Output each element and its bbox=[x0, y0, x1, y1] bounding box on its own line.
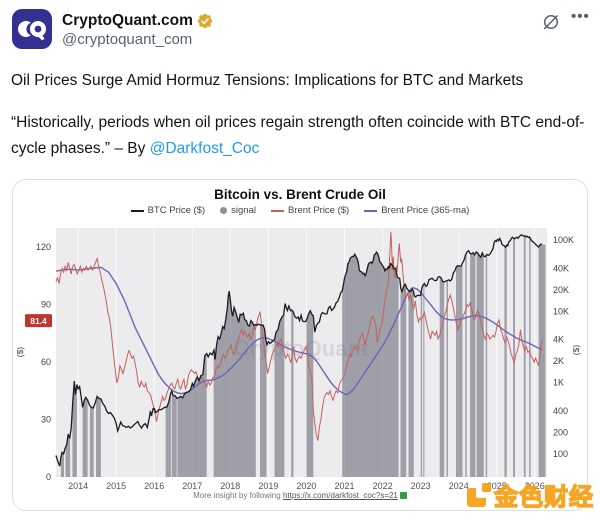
brent-ma-line bbox=[55, 266, 543, 396]
legend-label: signal bbox=[231, 205, 256, 216]
left-axis-label: ($) bbox=[15, 347, 25, 358]
grok-button[interactable] bbox=[541, 13, 561, 33]
svg-text:40K: 40K bbox=[553, 263, 569, 273]
svg-text:90: 90 bbox=[41, 300, 51, 310]
chart-legend: BTC Price ($) signal Brent Price ($) Brent … bbox=[13, 205, 587, 216]
svg-text:2021: 2021 bbox=[334, 481, 354, 491]
cryptoquant-logo-icon bbox=[18, 21, 46, 41]
right-axis-ticks: 100 200 400 1K 2K 4K 10K 20K 40K 100K bbox=[553, 235, 574, 459]
svg-text:2026: 2026 bbox=[525, 481, 545, 491]
svg-text:400: 400 bbox=[553, 406, 568, 416]
chart-attachment-card[interactable]: CryptoQuant 0 30 60 90 120 81.4 100 200 400 1K 2K 4K… bbox=[12, 179, 588, 511]
svg-text:2018: 2018 bbox=[220, 481, 240, 491]
svg-text:2019: 2019 bbox=[258, 481, 278, 491]
brent-current-value-badge: 81.4 bbox=[25, 314, 52, 328]
svg-text:0: 0 bbox=[46, 472, 51, 482]
svg-text:1K: 1K bbox=[553, 378, 564, 388]
svg-text:2017: 2017 bbox=[182, 481, 202, 491]
svg-text:60: 60 bbox=[41, 357, 51, 367]
avatar[interactable] bbox=[12, 9, 52, 49]
svg-text:2023: 2023 bbox=[411, 481, 431, 491]
left-axis-ticks: 0 30 60 90 120 bbox=[36, 242, 51, 482]
svg-text:2014: 2014 bbox=[68, 481, 88, 491]
legend-item: BTC Price ($) bbox=[130, 205, 206, 216]
more-menu-button[interactable]: ••• bbox=[571, 8, 590, 25]
btc-price-line bbox=[55, 234, 543, 467]
chart-title: Bitcoin vs. Brent Crude Oil bbox=[214, 187, 386, 202]
svg-text:120: 120 bbox=[36, 242, 51, 252]
legend-label: Brent Price ($) bbox=[287, 205, 350, 216]
svg-text:10K: 10K bbox=[553, 306, 569, 316]
svg-text:4K: 4K bbox=[553, 335, 564, 345]
svg-text:2020: 2020 bbox=[296, 481, 316, 491]
legend-marker-line bbox=[270, 209, 284, 212]
footer-text: More insight by following bbox=[193, 491, 283, 500]
legend-item: Brent Price ($) bbox=[270, 205, 350, 216]
svg-text:2015: 2015 bbox=[106, 481, 126, 491]
svg-text:200: 200 bbox=[553, 428, 568, 438]
svg-text:100: 100 bbox=[553, 449, 568, 459]
legend-item: signal bbox=[220, 205, 256, 216]
svg-text:20K: 20K bbox=[553, 285, 569, 295]
gold-verified-badge-icon bbox=[197, 13, 213, 29]
svg-text:2025: 2025 bbox=[487, 481, 507, 491]
svg-text:100K: 100K bbox=[553, 235, 574, 245]
right-axis-label: ($) bbox=[571, 345, 581, 356]
jinse-logo-icon bbox=[467, 482, 491, 507]
svg-text:81.4: 81.4 bbox=[30, 316, 47, 326]
mention-link[interactable]: @Darkfost_Coc bbox=[149, 140, 260, 157]
jinse-watermark-text: 金色财经 bbox=[493, 483, 594, 511]
svg-text:2016: 2016 bbox=[144, 481, 164, 491]
legend-label: Brent Price (365-ma) bbox=[381, 205, 470, 216]
legend-marker-circle bbox=[220, 207, 228, 214]
jinse-watermark: 金色财经 bbox=[467, 477, 594, 512]
legend-label: BTC Price ($) bbox=[147, 205, 206, 216]
svg-text:2022: 2022 bbox=[373, 481, 393, 491]
tweet-headline: Oil Prices Surge Amid Hormuz Tensions: I… bbox=[11, 72, 524, 89]
svg-text:2024: 2024 bbox=[449, 481, 469, 491]
svg-text:2K: 2K bbox=[553, 356, 564, 366]
footer-link[interactable]: https://x.com/darkfost_coc?s=21 bbox=[282, 491, 398, 500]
quote-text: “Historically, periods when oil prices r… bbox=[11, 114, 585, 157]
chart-footer: More insight by following https://x.com/… bbox=[13, 491, 587, 500]
chart-plot: CryptoQuant030609012081.41002004001K2K4K… bbox=[15, 228, 581, 491]
x-axis-ticks: 2014 2015 2016 2017 2018 2019 2020 2021 2022 2023… bbox=[68, 481, 545, 491]
legend-marker-line bbox=[364, 209, 378, 212]
external-link-icon bbox=[399, 492, 407, 499]
user-handle[interactable]: @cryptoquant_com bbox=[62, 31, 193, 48]
grok-slashed-circle-icon bbox=[543, 14, 559, 30]
svg-text:30: 30 bbox=[41, 415, 51, 425]
tweet-quote: “Historically, periods when oil prices r… bbox=[11, 110, 589, 162]
legend-marker-line bbox=[130, 209, 144, 212]
legend-item: Brent Price (365-ma) bbox=[364, 205, 469, 216]
brent-price-line bbox=[55, 231, 543, 441]
display-name[interactable]: CryptoQuant.com bbox=[62, 12, 193, 29]
